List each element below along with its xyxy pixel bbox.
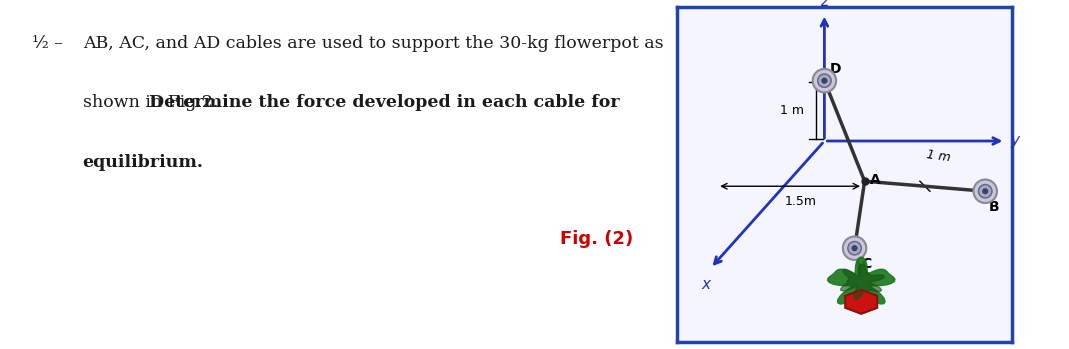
Text: D: D bbox=[830, 62, 841, 76]
Circle shape bbox=[974, 179, 997, 203]
Text: B: B bbox=[989, 200, 1000, 214]
Text: 1 m: 1 m bbox=[926, 148, 951, 164]
Circle shape bbox=[822, 78, 826, 83]
Polygon shape bbox=[827, 257, 895, 304]
Text: ¹⁄₂ –: ¹⁄₂ – bbox=[32, 35, 68, 52]
Circle shape bbox=[848, 242, 862, 255]
Text: shown in Fig.2.: shown in Fig.2. bbox=[82, 94, 223, 111]
Text: Determine the force developed in each cable for: Determine the force developed in each ca… bbox=[150, 94, 620, 111]
Circle shape bbox=[978, 185, 992, 198]
Text: Fig. (2): Fig. (2) bbox=[560, 230, 633, 248]
Polygon shape bbox=[840, 264, 884, 299]
Text: A: A bbox=[870, 172, 881, 186]
Circle shape bbox=[852, 246, 857, 251]
Text: 1 m: 1 m bbox=[780, 104, 804, 117]
Circle shape bbox=[812, 69, 836, 92]
Text: AB, AC, and AD cables are used to support the 30-kg flowerpot as: AB, AC, and AD cables are used to suppor… bbox=[82, 35, 663, 52]
Polygon shape bbox=[846, 290, 878, 314]
Text: equilibrium.: equilibrium. bbox=[82, 154, 203, 171]
Text: C: C bbox=[862, 257, 871, 270]
Text: x: x bbox=[701, 277, 710, 292]
Text: 1.5m: 1.5m bbox=[785, 195, 817, 208]
Circle shape bbox=[842, 237, 866, 260]
Text: z: z bbox=[820, 0, 828, 9]
Circle shape bbox=[982, 189, 988, 194]
Text: y: y bbox=[1010, 134, 1020, 148]
Circle shape bbox=[818, 74, 831, 87]
